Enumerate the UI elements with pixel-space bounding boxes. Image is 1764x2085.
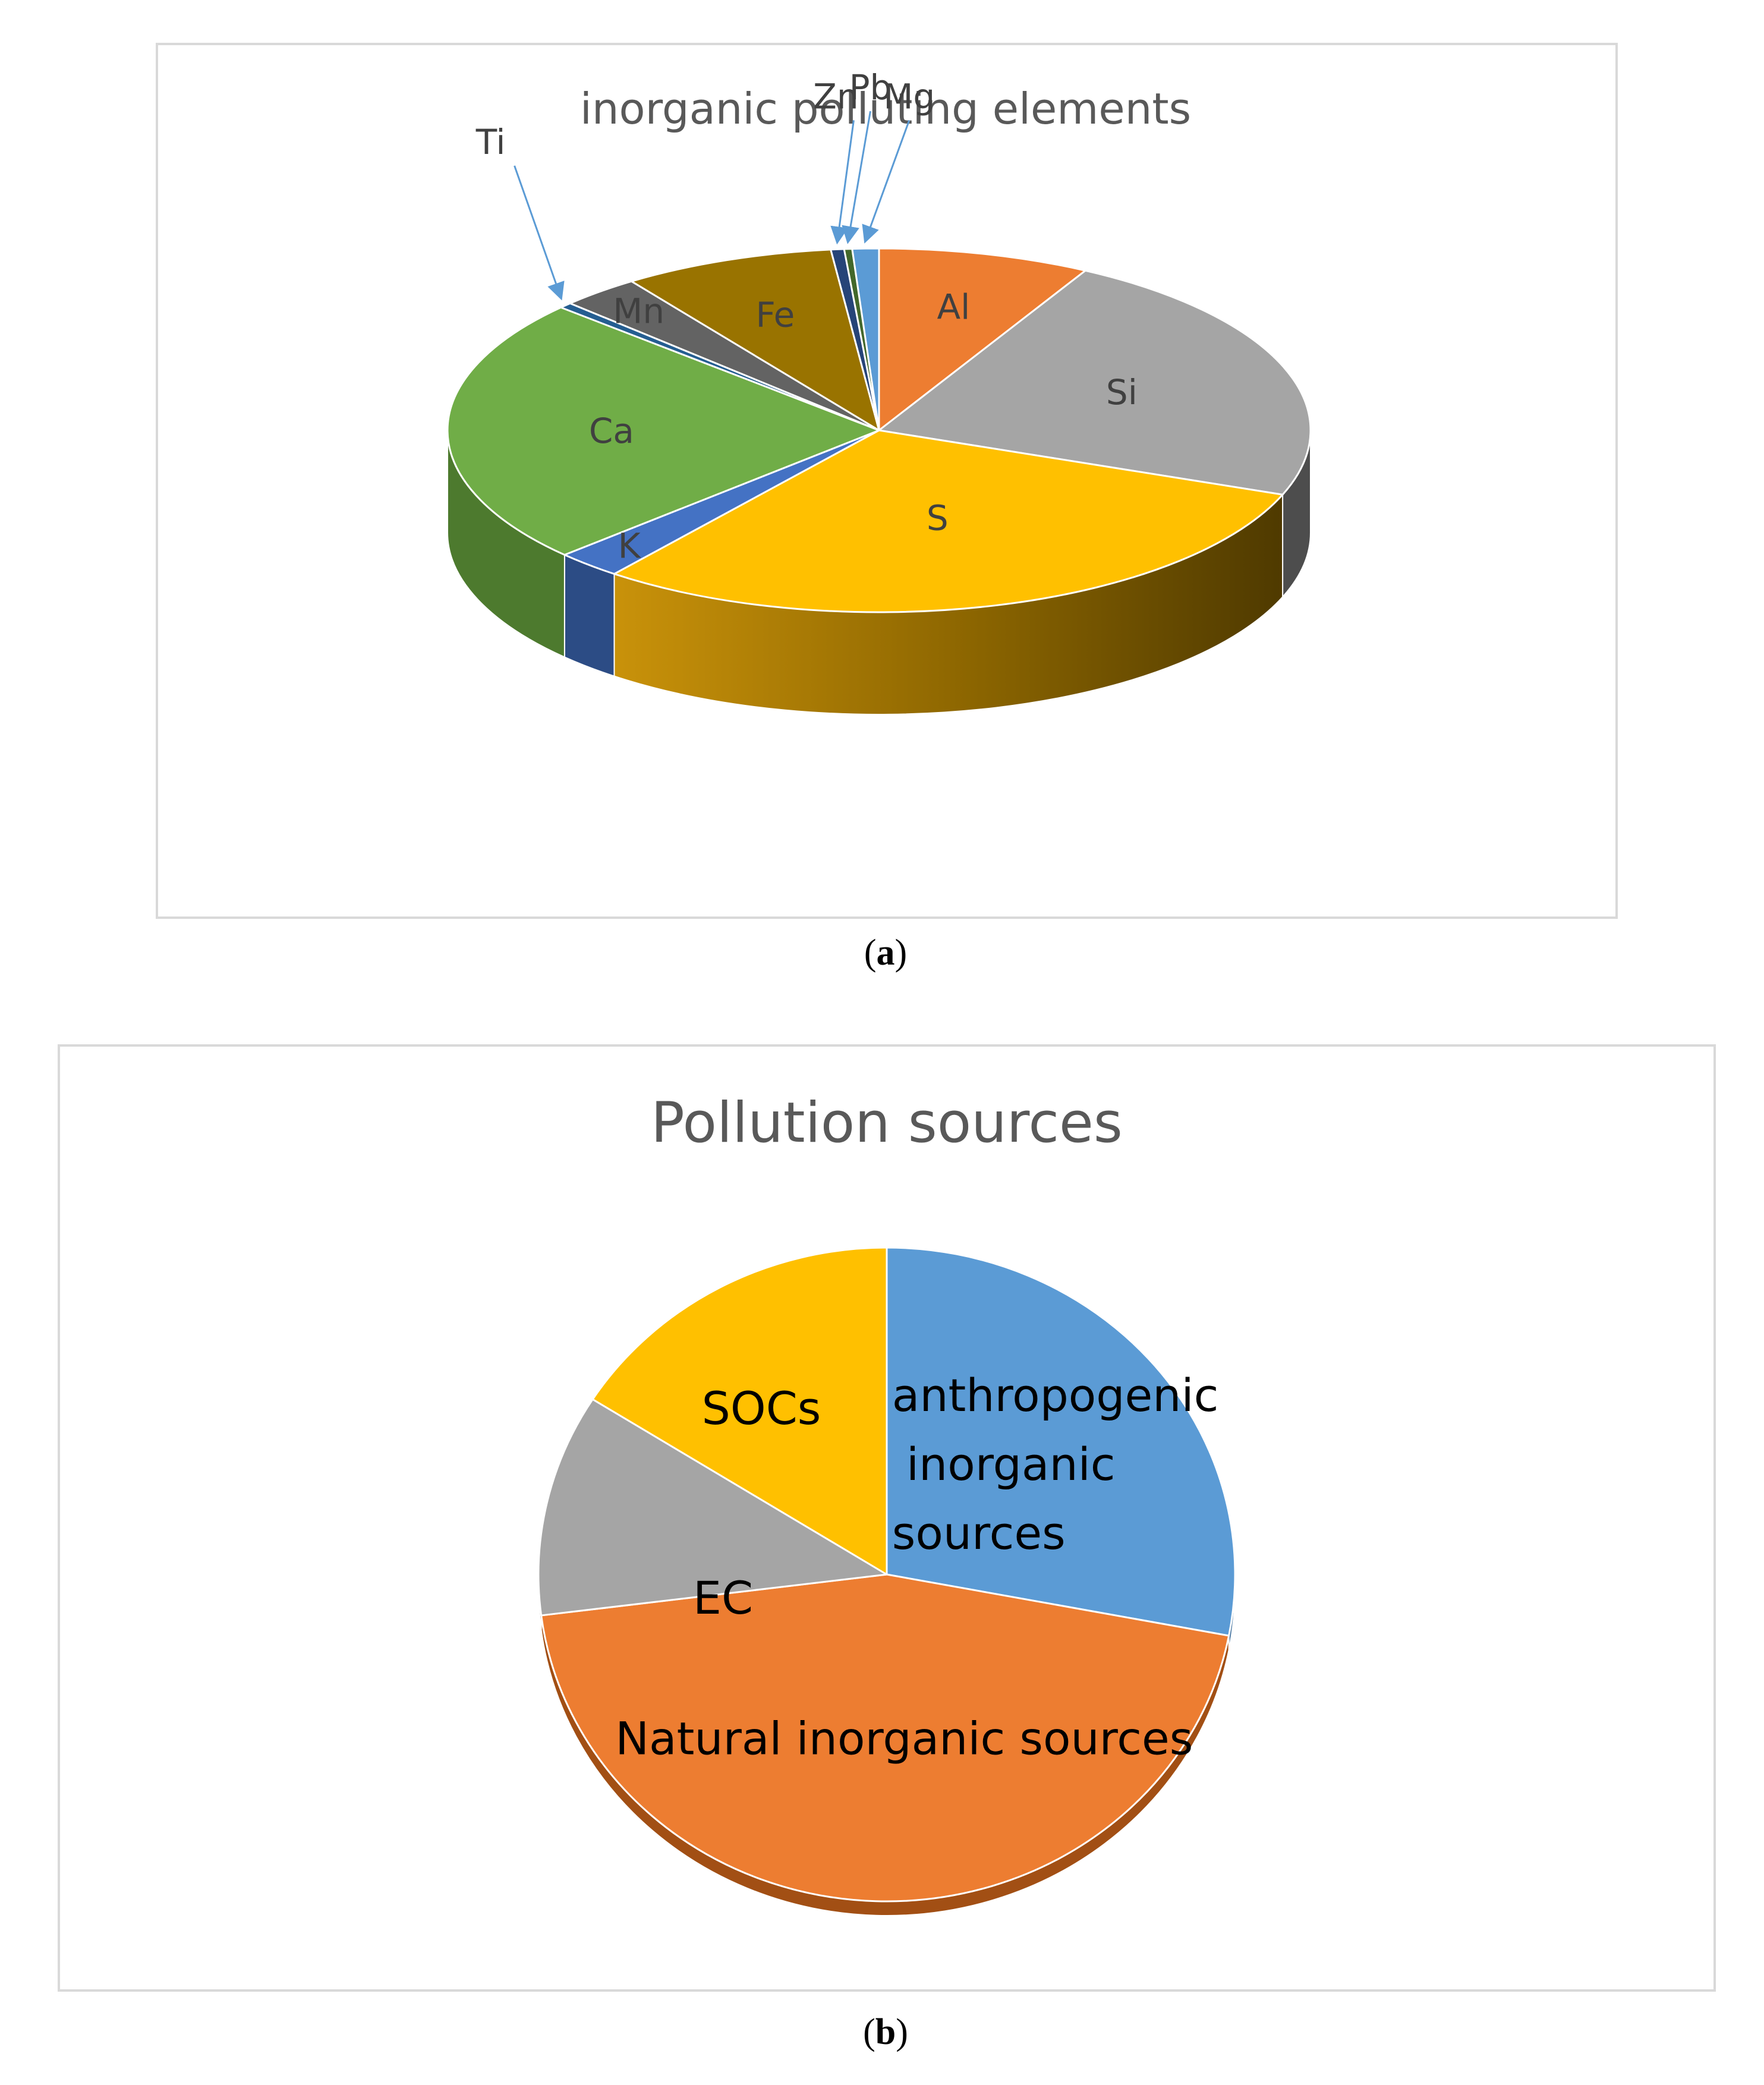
slice-label-anthropogenic-inorganic-sources: anthropogenic inorganic sources [892, 1369, 1219, 1560]
callout-arrow-ti [514, 165, 565, 301]
slice-labels: anthropogenic inorganic sources Natural in… [615, 1369, 1218, 1765]
pie-slices [537, 1246, 1236, 1903]
slice-label-line: sources [892, 1507, 1066, 1560]
slice-label-ca: Ca [589, 411, 634, 451]
slice-label-si: Si [1106, 372, 1138, 412]
slice-label-zn: Zn [813, 76, 859, 116]
chart-title: inorganic polluting elements [580, 84, 1191, 134]
slice-mg [851, 247, 880, 432]
slice-label-ti: Ti [475, 122, 506, 162]
slice-label-al: Al [937, 286, 971, 327]
slice-label-socs: SOCs [702, 1382, 821, 1435]
callout-arrow-zn [830, 120, 855, 245]
figure-caption-b: (b) [863, 2012, 908, 2052]
slice-label-fe: Fe [755, 294, 795, 335]
slice-label-line: Natural inorganic sources [615, 1712, 1193, 1765]
slice-al [878, 247, 1086, 432]
slice-label-s: S [927, 497, 949, 538]
slice-fe [631, 248, 880, 432]
slice-ec [537, 1398, 888, 1617]
callout-arrow-pb [842, 111, 871, 244]
slice-label-natural-inorganic-sources: Natural inorganic sources [615, 1712, 1193, 1765]
slice-label-line: anthropogenic [892, 1369, 1219, 1422]
slice-label-line: inorganic [892, 1438, 1116, 1491]
chart-panel-b: Pollution sources anthropogenic inorgani… [58, 1044, 1716, 1992]
slice-ca [446, 306, 880, 556]
callout-arrow-mg [862, 119, 911, 244]
slice-s [613, 429, 1284, 613]
slice-side-k [563, 553, 615, 677]
slice-label-mg: Mg [883, 76, 935, 116]
slice-label-ec: EC [693, 1571, 753, 1624]
slice-si [878, 269, 1312, 496]
pie-slices [446, 247, 1312, 613]
slice-anthropogenic-inorganic-sources [886, 1246, 1236, 1637]
pie-chart-a: inorganic polluting elements Al Si S K Ca Ti M… [446, 67, 1312, 715]
slice-label-mn: Mn [613, 291, 664, 331]
chart-title: Pollution sources [651, 1091, 1123, 1155]
pie-chart-b: Pollution sources anthropogenic inorgani… [537, 1091, 1236, 1916]
slice-label-line: EC [693, 1571, 753, 1624]
slice-natural-inorganic-sources [540, 1573, 1230, 1903]
callout-arrows [514, 111, 911, 301]
pie-sides [447, 430, 1311, 715]
chart-panel-a: inorganic polluting elements Al Si S K Ca Ti M… [156, 43, 1618, 919]
slice-socs [591, 1246, 888, 1576]
slice-label-line: SOCs [702, 1382, 821, 1435]
slice-label-pb: Pb [849, 67, 892, 108]
figure-caption-a: (a) [864, 933, 908, 973]
slice-label-k: K [618, 526, 642, 566]
